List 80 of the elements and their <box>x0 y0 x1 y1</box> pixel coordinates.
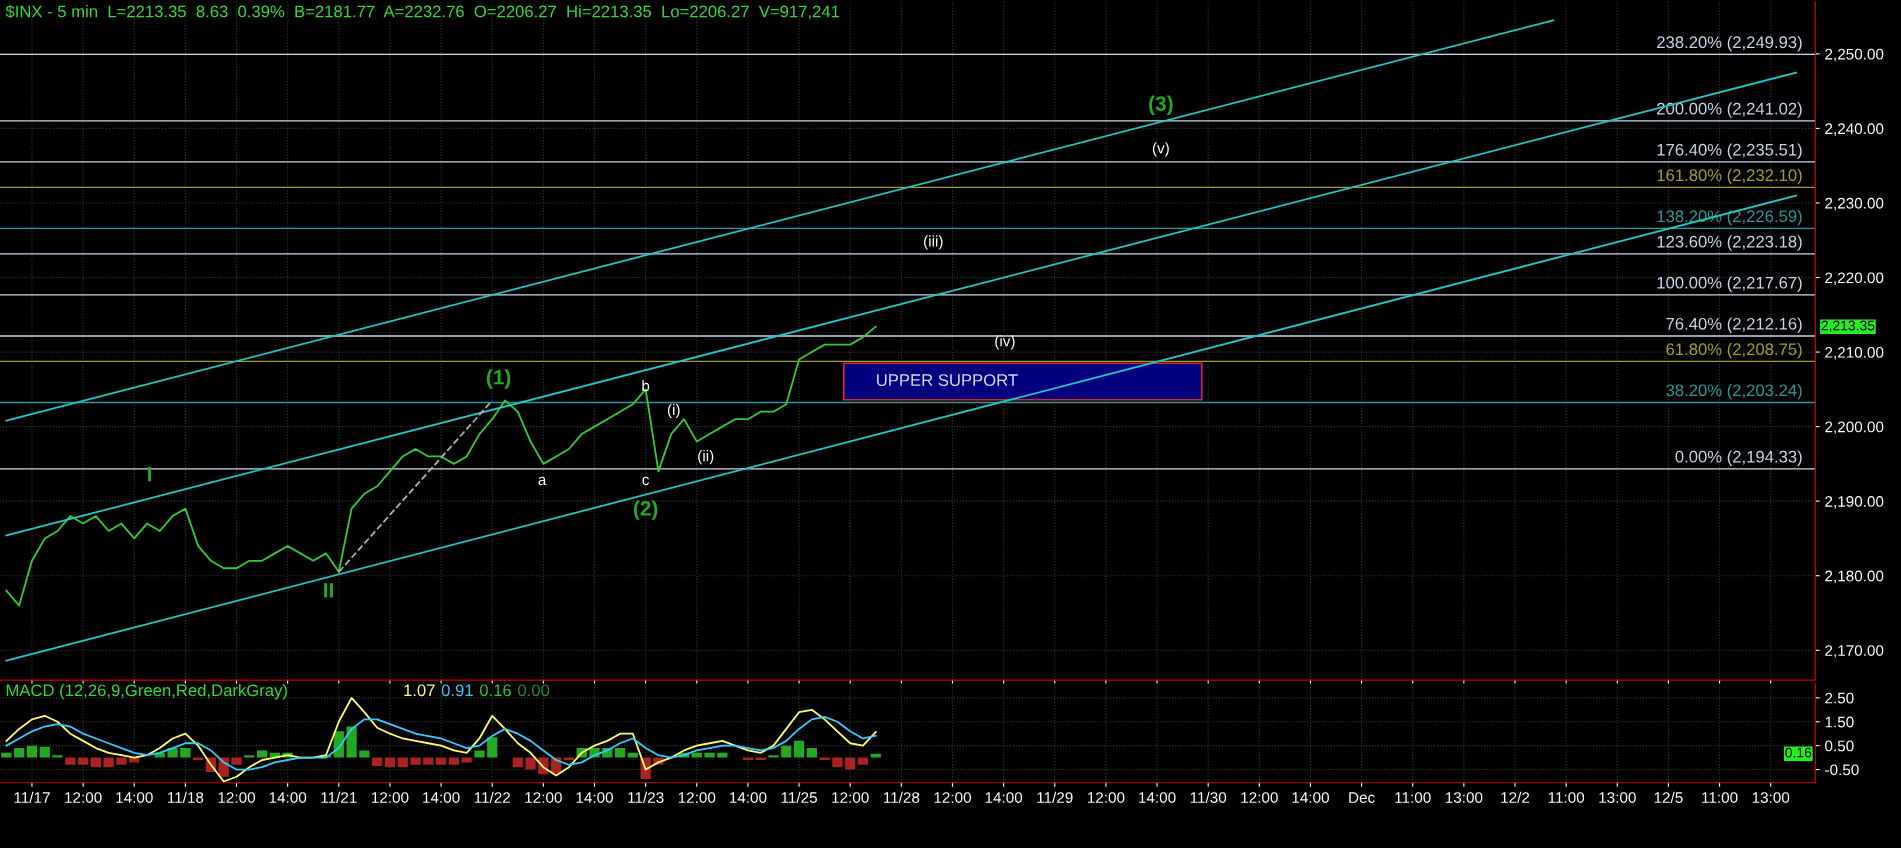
annotation: (1) <box>486 369 511 389</box>
x-tick-label: 11/30 <box>1190 791 1227 803</box>
y-tick-label: 2,200.00 <box>1825 421 1884 435</box>
x-tick-label: 11:00 <box>1702 792 1738 803</box>
x-tick-label: 11/18 <box>168 791 204 803</box>
annotation: (iv) <box>995 335 1015 350</box>
y-tick-label: -0.50 <box>1825 764 1859 776</box>
annotation: II <box>324 583 333 598</box>
x-tick-label: 14:00 <box>269 792 307 803</box>
x-tick-label: 12:00 <box>934 792 971 803</box>
ref-line-label: 0.00% (2,194.33) <box>1675 450 1802 466</box>
x-tick-label: 11/23 <box>628 791 664 803</box>
annotation: (2) <box>633 500 658 520</box>
x-tick-label: 12:00 <box>218 792 256 803</box>
x-tick-label: 12:00 <box>678 792 716 803</box>
x-tick-label: 11/21 <box>321 791 357 803</box>
ref-line-label: 100.00% (2,217.67) <box>1657 276 1802 292</box>
annotation: 0.00 <box>518 684 550 697</box>
annotation: I <box>148 466 152 482</box>
chart-title: MACD (12,26,9,Green,Red,DarkGray) <box>6 683 287 700</box>
y-tick-label: 2,250.00 <box>1825 48 1884 62</box>
x-tick-label: 12/2 <box>1501 791 1530 803</box>
x-tick-label: 13:00 <box>1599 792 1636 803</box>
x-tick-label: 11/29 <box>1037 791 1073 803</box>
chart-title: $INX - 5 min L=2213.35 8.63 0.39% B=2181.77 A=2232.76 O=2206.27 Hi=2213.35 Lo=2206.27 V=917,241 <box>5 4 840 20</box>
x-tick-label: 11:00 <box>1548 792 1585 803</box>
ref-line-label: 161.80% (2,232.10) <box>1657 168 1802 185</box>
y-tick-label: 2,190.00 <box>1825 496 1884 509</box>
annotation: c <box>642 476 650 486</box>
y-tick-label: 2,230.00 <box>1825 197 1884 211</box>
y-tick-label: 2.50 <box>1825 692 1854 704</box>
y-tick-label: 2,210.00 <box>1825 346 1884 360</box>
annotation: (3) <box>1149 95 1173 116</box>
x-tick-label: 14:00 <box>985 792 1023 803</box>
y-tick-label: 0.50 <box>1825 740 1854 752</box>
x-tick-label: Dec <box>1349 792 1375 803</box>
x-tick-label: 11/17 <box>14 791 50 803</box>
x-tick-label: 11/28 <box>883 791 920 803</box>
x-tick-label: 12:00 <box>1087 792 1125 803</box>
x-tick-label: 13:00 <box>1445 792 1483 803</box>
band-label: UPPER SUPPORT <box>877 374 1018 386</box>
x-tick-label: 14:00 <box>423 792 460 803</box>
y-tick-label: 2,180.00 <box>1825 570 1884 584</box>
annotation: (i) <box>667 403 680 419</box>
y-tick-label: 2,220.00 <box>1825 272 1884 286</box>
y-tick-label: 2,240.00 <box>1825 123 1884 136</box>
x-tick-label: 14:00 <box>729 792 767 803</box>
x-tick-label: 14:00 <box>1292 792 1329 803</box>
x-tick-label: 12:00 <box>65 792 102 803</box>
x-tick-label: 14:00 <box>576 792 614 803</box>
annotation: 0.16 <box>1785 747 1812 758</box>
x-tick-label: 14:00 <box>1139 792 1176 803</box>
ref-line-label: 123.60% (2,223.18) <box>1657 235 1802 251</box>
annotation: b <box>642 380 650 392</box>
x-tick-label: 12:00 <box>371 792 409 803</box>
x-tick-label: 11/25 <box>781 791 817 803</box>
ref-line-label: 38.20% (2,203.24) <box>1666 383 1802 400</box>
annotation: (ii) <box>698 450 714 465</box>
x-tick-label: 12:00 <box>1241 792 1278 803</box>
y-tick-label: 2,170.00 <box>1825 645 1884 658</box>
x-tick-label: 12/5 <box>1654 791 1683 803</box>
annotation: a <box>538 476 547 486</box>
ref-line-label: 76.40% (2,212.16) <box>1666 317 1802 333</box>
text: 2,213.35 <box>1821 320 1875 333</box>
annotation: (v) <box>1152 142 1169 157</box>
x-tick-label: 12:00 <box>832 792 869 803</box>
y-tick-label: 1.50 <box>1825 716 1854 728</box>
x-tick-label: 11/22 <box>474 791 511 803</box>
ref-line-label: 200.00% (2,241.02) <box>1657 102 1802 118</box>
ref-line-label: 238.20% (2,249.93) <box>1657 35 1802 52</box>
annotation: 0.91 <box>441 684 473 697</box>
annotation: 0.16 <box>479 684 511 697</box>
x-tick-label: 14:00 <box>116 792 153 803</box>
annotation: (iii) <box>924 235 943 250</box>
ref-line-label: 61.80% (2,208.75) <box>1666 342 1802 359</box>
x-tick-label: 12:00 <box>525 792 562 803</box>
annotation: 1.07 <box>404 684 435 697</box>
x-tick-label: 11:00 <box>1395 792 1431 803</box>
ref-line-label: 176.40% (2,235.51) <box>1657 143 1802 159</box>
x-tick-label: 13:00 <box>1752 792 1790 803</box>
